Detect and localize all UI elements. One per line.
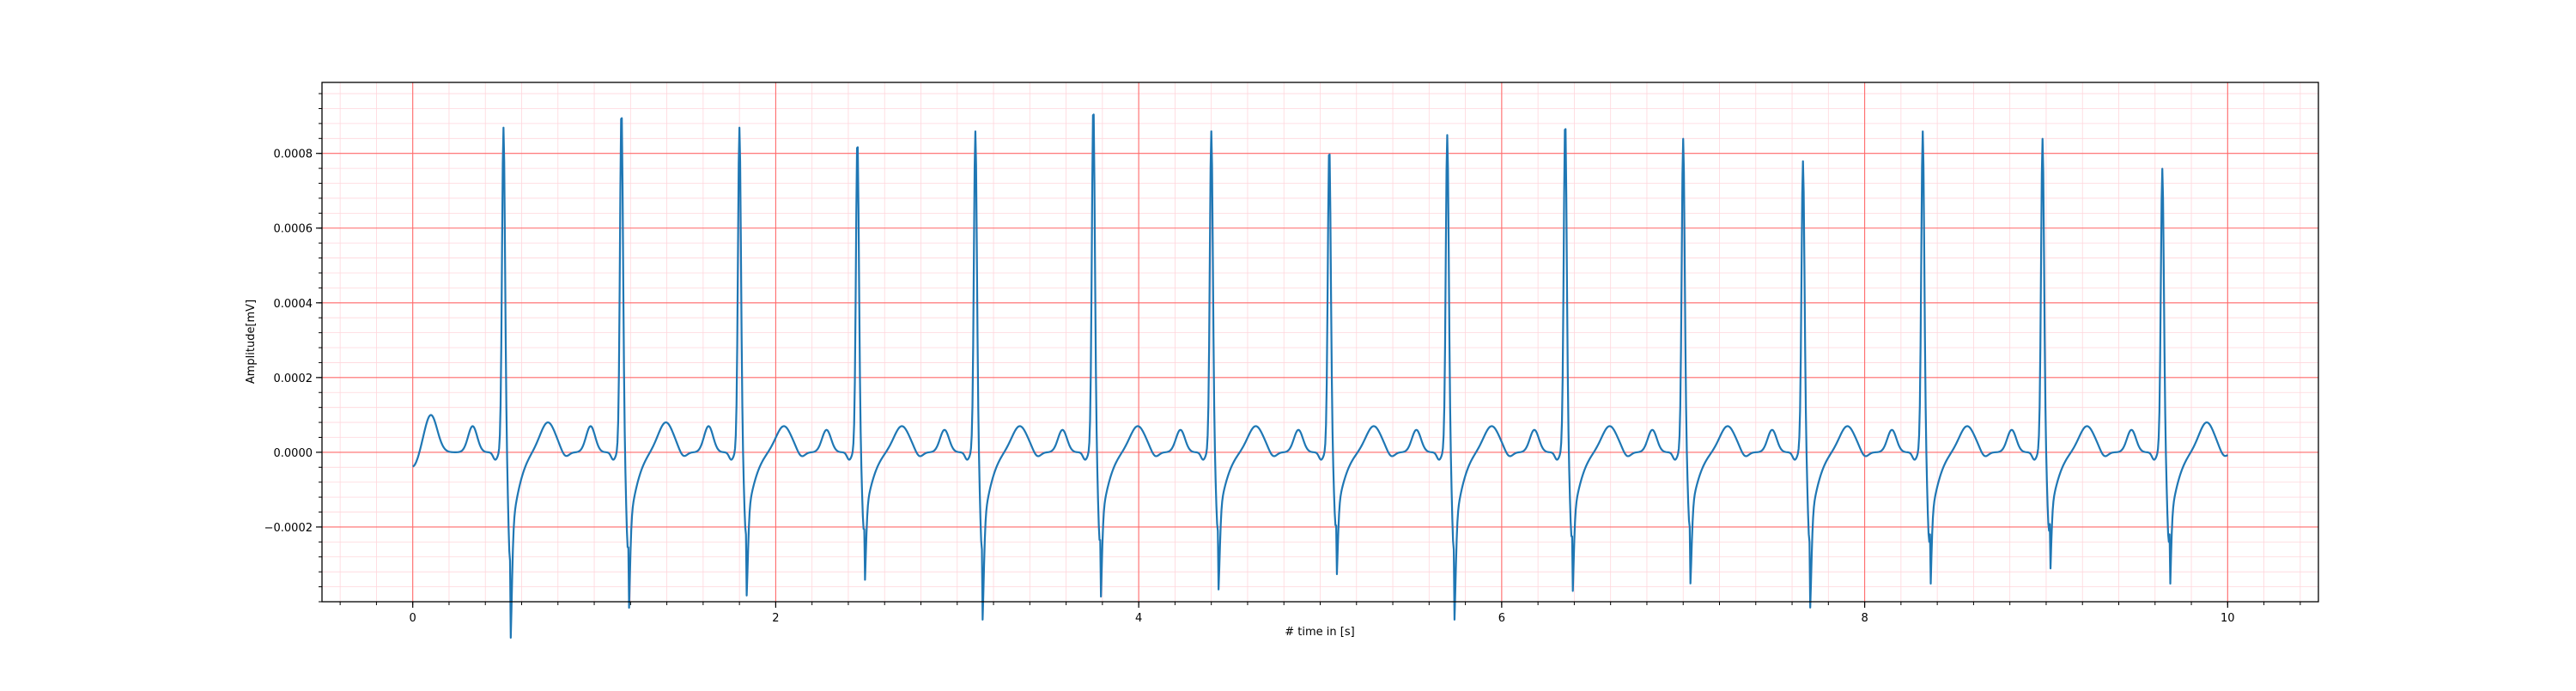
y-tick-label: 0.0000	[274, 447, 313, 460]
x-tick-label: 2	[772, 612, 779, 625]
x-axis-ticks: 0 2 4 6 8 10	[340, 602, 2300, 625]
y-tick-label: 0.0004	[274, 298, 313, 311]
y-tick-label: 0.0006	[274, 223, 313, 236]
y-tick-label: −0.0002	[264, 522, 313, 535]
y-tick-label: 0.0002	[274, 373, 313, 385]
x-tick-label: 6	[1498, 612, 1505, 625]
y-axis-ticks: −0.0002 0.0000 0.0002 0.0004 0.0006 0.0008	[264, 94, 322, 602]
x-tick-label: 10	[2221, 612, 2235, 625]
x-tick-label: 4	[1135, 612, 1142, 625]
y-tick-label: 0.0008	[274, 149, 313, 161]
x-axis-label: # time in [s]	[1285, 626, 1354, 639]
y-axis-label: Amplitude[mV]	[245, 300, 258, 384]
x-tick-label: 8	[1861, 612, 1868, 625]
x-tick-label: 0	[410, 612, 416, 625]
